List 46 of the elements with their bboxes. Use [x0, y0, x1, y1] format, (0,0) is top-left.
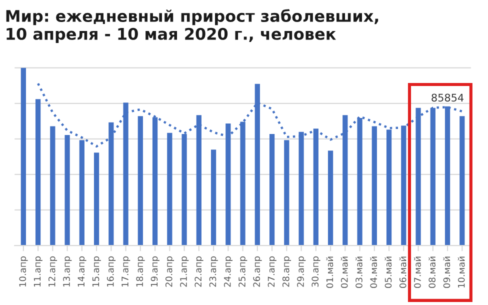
x-tick-label: 22.апр: [194, 256, 204, 287]
x-tick-label: 04.май: [370, 256, 378, 288]
bar: [460, 116, 465, 246]
bar: [328, 150, 334, 246]
bar: [94, 152, 100, 246]
x-tick-label: 10.май: [458, 256, 465, 288]
x-tick-label: 12.апр: [48, 256, 58, 286]
x-tick-label: 18.апр: [136, 256, 145, 286]
x-tick-label: 24.апр: [224, 256, 233, 287]
x-tick-label: 07.май: [414, 256, 421, 288]
x-tick-label: 10.апр: [19, 256, 28, 286]
x-tick-label: 23.апр: [209, 256, 218, 287]
bar: [138, 116, 143, 246]
x-tick-label: 29.апр: [297, 256, 306, 287]
x-tick-label: 14.апр: [78, 256, 86, 286]
x-tick-label: 08.май: [428, 256, 436, 288]
x-tick-label: 11.апр: [34, 256, 42, 286]
bar: [210, 150, 216, 246]
x-tick-label: 06.май: [399, 256, 406, 288]
bar: [35, 99, 41, 246]
x-tick-label: 02.май: [340, 256, 348, 288]
x-tick-label: 16.апр: [106, 256, 116, 286]
x-tick-label: 19.апр: [150, 256, 160, 286]
bar: [269, 134, 275, 246]
x-tick-label: 03.май: [355, 256, 362, 288]
x-tick-label: 05.май: [384, 256, 392, 288]
x-tick-label: 17.апр: [122, 256, 130, 286]
chart-title: Мир: ежедневный прирост заболевших, 10 апреля - 10 мая 2020 г., человек: [6, 9, 378, 44]
bar: [372, 126, 377, 246]
x-tick-label: 20.апр: [165, 256, 174, 287]
bar: [167, 132, 172, 246]
annotation: 85854: [432, 94, 464, 102]
x-tick-label: 13.апр: [63, 256, 72, 286]
x-tick-label: 15.апр: [92, 256, 101, 286]
x-tick-label: 09.май: [443, 256, 450, 288]
x-tick-label: 28.апр: [282, 256, 292, 287]
bar: [64, 135, 70, 246]
bar: [50, 126, 56, 246]
bar: [284, 140, 290, 246]
x-tick-label: 21.апр: [180, 256, 189, 287]
bar: [20, 68, 26, 246]
x-tick-label: 30.апр: [312, 256, 320, 287]
x-tick-label: 27.апр: [268, 256, 276, 287]
x-tick-label: 01.май: [326, 256, 334, 288]
x-tick-label: 25.апр: [238, 256, 248, 287]
x-tick-label: 26.апр: [253, 256, 262, 287]
